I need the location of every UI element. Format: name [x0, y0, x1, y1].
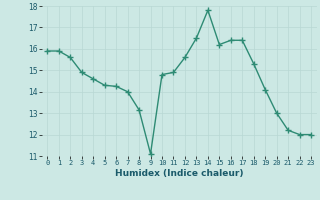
X-axis label: Humidex (Indice chaleur): Humidex (Indice chaleur)	[115, 169, 244, 178]
